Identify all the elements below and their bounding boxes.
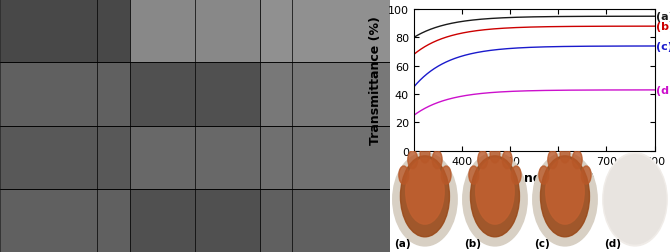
X-axis label: Wavelength (nm): Wavelength (nm) bbox=[474, 172, 595, 184]
Ellipse shape bbox=[560, 145, 570, 163]
Bar bbox=[260, 63, 390, 126]
Ellipse shape bbox=[469, 166, 478, 184]
Text: (a): (a) bbox=[394, 238, 411, 248]
Bar bbox=[0, 126, 130, 189]
Bar bbox=[130, 189, 260, 252]
Y-axis label: Transmittance (%): Transmittance (%) bbox=[369, 16, 383, 145]
Ellipse shape bbox=[408, 151, 417, 169]
Bar bbox=[260, 126, 390, 189]
Ellipse shape bbox=[406, 159, 444, 224]
Ellipse shape bbox=[420, 145, 430, 163]
Ellipse shape bbox=[548, 151, 557, 169]
Circle shape bbox=[603, 153, 667, 246]
Bar bbox=[0, 189, 130, 252]
Bar bbox=[130, 126, 260, 189]
Bar bbox=[130, 63, 260, 126]
Text: (c): (c) bbox=[534, 238, 550, 248]
Ellipse shape bbox=[399, 166, 409, 184]
Bar bbox=[260, 189, 390, 252]
Ellipse shape bbox=[511, 166, 521, 184]
Ellipse shape bbox=[572, 151, 582, 169]
Bar bbox=[0, 0, 130, 63]
Ellipse shape bbox=[476, 159, 514, 224]
Ellipse shape bbox=[546, 159, 584, 224]
Ellipse shape bbox=[582, 166, 591, 184]
Ellipse shape bbox=[541, 156, 590, 237]
Text: (d): (d) bbox=[604, 238, 621, 248]
Circle shape bbox=[533, 153, 597, 246]
Ellipse shape bbox=[490, 145, 500, 163]
Bar bbox=[260, 0, 390, 63]
Ellipse shape bbox=[539, 166, 549, 184]
Circle shape bbox=[604, 155, 666, 244]
Ellipse shape bbox=[478, 151, 488, 169]
Text: (b): (b) bbox=[464, 238, 481, 248]
Ellipse shape bbox=[432, 151, 442, 169]
Bar bbox=[130, 0, 260, 63]
Bar bbox=[0, 63, 130, 126]
Text: (c): (c) bbox=[655, 42, 670, 52]
Ellipse shape bbox=[401, 156, 450, 237]
Circle shape bbox=[463, 153, 527, 246]
Ellipse shape bbox=[502, 151, 512, 169]
Circle shape bbox=[393, 153, 457, 246]
Ellipse shape bbox=[442, 166, 451, 184]
Text: (d): (d) bbox=[655, 86, 670, 96]
Text: (a): (a) bbox=[655, 12, 670, 22]
Ellipse shape bbox=[470, 156, 519, 237]
Text: (b): (b) bbox=[655, 22, 670, 32]
